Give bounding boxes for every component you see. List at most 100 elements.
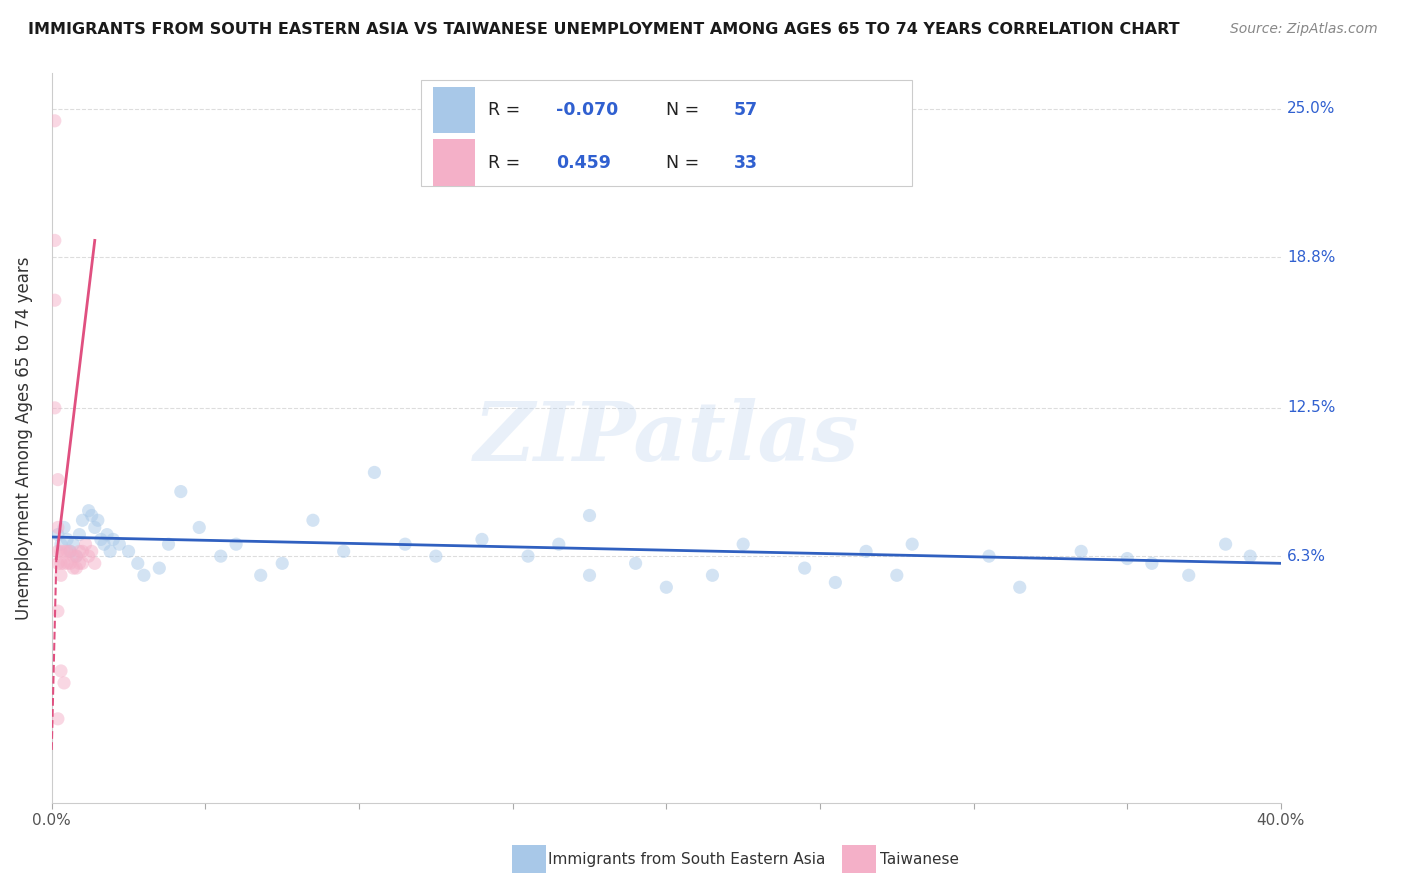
Point bbox=[363, 466, 385, 480]
Point bbox=[394, 537, 416, 551]
Point bbox=[517, 549, 540, 563]
Point bbox=[98, 544, 121, 558]
Point bbox=[72, 513, 94, 527]
Point bbox=[65, 549, 87, 563]
Point bbox=[59, 557, 82, 571]
Point bbox=[46, 557, 69, 571]
Point bbox=[547, 537, 569, 551]
Point bbox=[53, 557, 76, 571]
Point bbox=[148, 561, 170, 575]
Point bbox=[62, 537, 84, 551]
Point bbox=[44, 113, 66, 128]
Point bbox=[44, 401, 66, 415]
Point bbox=[65, 549, 87, 563]
Text: IMMIGRANTS FROM SOUTH EASTERN ASIA VS TAIWANESE UNEMPLOYMENT AMONG AGES 65 TO 74: IMMIGRANTS FROM SOUTH EASTERN ASIA VS TA… bbox=[28, 22, 1180, 37]
Point bbox=[72, 557, 94, 571]
FancyBboxPatch shape bbox=[433, 87, 475, 133]
Point bbox=[67, 527, 90, 541]
Point bbox=[56, 557, 79, 571]
Point bbox=[83, 520, 105, 534]
Point bbox=[733, 537, 755, 551]
Point bbox=[44, 234, 66, 248]
Text: N =: N = bbox=[666, 153, 704, 172]
Point bbox=[793, 561, 815, 575]
Point bbox=[49, 537, 72, 551]
Point bbox=[53, 520, 76, 534]
Point bbox=[1215, 537, 1237, 551]
Point bbox=[108, 537, 131, 551]
Text: Source: ZipAtlas.com: Source: ZipAtlas.com bbox=[1230, 22, 1378, 37]
Point bbox=[977, 549, 1000, 563]
Point bbox=[127, 557, 149, 571]
Point bbox=[53, 676, 76, 690]
Text: Immigrants from South Eastern Asia: Immigrants from South Eastern Asia bbox=[548, 853, 825, 867]
Point bbox=[46, 712, 69, 726]
Point bbox=[77, 504, 100, 518]
Point bbox=[1070, 544, 1092, 558]
Point bbox=[62, 549, 84, 563]
Point bbox=[44, 293, 66, 308]
Point bbox=[65, 561, 87, 575]
Text: 18.8%: 18.8% bbox=[1286, 250, 1336, 265]
Point bbox=[157, 537, 180, 551]
Text: -0.070: -0.070 bbox=[555, 101, 619, 119]
Point bbox=[46, 604, 69, 618]
Point bbox=[886, 568, 908, 582]
Point bbox=[170, 484, 193, 499]
Point bbox=[59, 544, 82, 558]
Point bbox=[471, 533, 494, 547]
Point bbox=[855, 544, 877, 558]
Point bbox=[1008, 580, 1031, 594]
Point bbox=[59, 544, 82, 558]
Point bbox=[56, 544, 79, 558]
Point bbox=[188, 520, 211, 534]
Point bbox=[75, 537, 97, 551]
Point bbox=[62, 561, 84, 575]
Text: 57: 57 bbox=[734, 101, 758, 119]
Text: 12.5%: 12.5% bbox=[1286, 401, 1336, 416]
Text: ZIPatlas: ZIPatlas bbox=[474, 398, 859, 478]
Point bbox=[332, 544, 354, 558]
Point bbox=[49, 557, 72, 571]
Point bbox=[49, 664, 72, 678]
Point bbox=[83, 557, 105, 571]
Point bbox=[46, 520, 69, 534]
Point bbox=[90, 533, 112, 547]
Point bbox=[425, 549, 447, 563]
Text: Taiwanese: Taiwanese bbox=[880, 853, 959, 867]
Point bbox=[824, 575, 846, 590]
Point bbox=[49, 568, 72, 582]
Point bbox=[1177, 568, 1199, 582]
Point bbox=[103, 533, 125, 547]
Text: 25.0%: 25.0% bbox=[1286, 102, 1336, 116]
Point bbox=[302, 513, 325, 527]
Point bbox=[249, 568, 271, 582]
Point bbox=[1116, 551, 1139, 566]
Point bbox=[80, 508, 103, 523]
Text: N =: N = bbox=[666, 101, 704, 119]
Text: 6.3%: 6.3% bbox=[1286, 549, 1326, 564]
Y-axis label: Unemployment Among Ages 65 to 74 years: Unemployment Among Ages 65 to 74 years bbox=[15, 256, 32, 620]
Point bbox=[271, 557, 294, 571]
Point bbox=[1140, 557, 1163, 571]
Text: R =: R = bbox=[488, 153, 526, 172]
FancyBboxPatch shape bbox=[420, 80, 912, 186]
FancyBboxPatch shape bbox=[433, 139, 475, 186]
Point bbox=[46, 544, 69, 558]
Point bbox=[56, 533, 79, 547]
Point bbox=[49, 544, 72, 558]
Point bbox=[209, 549, 232, 563]
Point bbox=[67, 557, 90, 571]
Point bbox=[1239, 549, 1261, 563]
Point bbox=[702, 568, 724, 582]
Point bbox=[655, 580, 678, 594]
Point bbox=[53, 544, 76, 558]
Text: 0.459: 0.459 bbox=[555, 153, 610, 172]
Point bbox=[46, 527, 69, 541]
Point bbox=[77, 549, 100, 563]
Point bbox=[117, 544, 139, 558]
Point bbox=[578, 508, 600, 523]
Point bbox=[578, 568, 600, 582]
Point bbox=[67, 544, 90, 558]
Point bbox=[72, 544, 94, 558]
